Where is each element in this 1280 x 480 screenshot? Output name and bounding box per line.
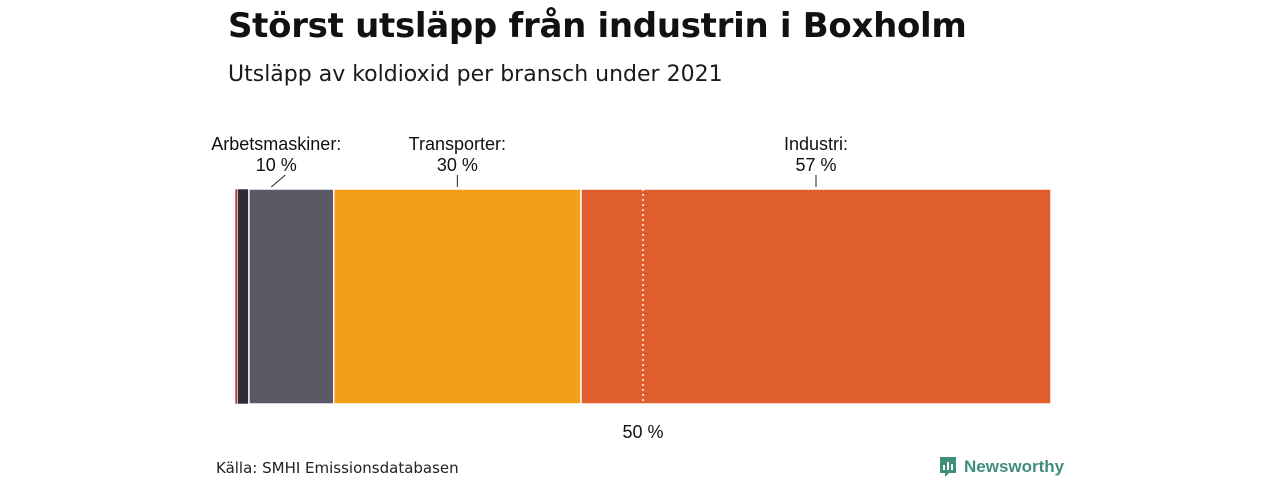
- chart-title: Störst utsläpp från industrin i Boxholm: [228, 6, 967, 46]
- segment-label-transporter: Transporter:: [409, 134, 506, 154]
- brand-logo: Newsworthy: [938, 455, 1064, 479]
- bar-segment-industri: [580, 188, 1052, 405]
- chart-subtitle: Utsläpp av koldioxid per bransch under 2…: [228, 62, 723, 87]
- bar-segment-övrigt-1: [234, 188, 238, 405]
- segment-value-industri: 57 %: [795, 155, 836, 175]
- bar-segment-transporter: [332, 188, 582, 405]
- segment-value-arbetsmaskiner: 10 %: [256, 155, 297, 175]
- newsworthy-logo-icon: [940, 457, 956, 477]
- brand-name: Newsworthy: [964, 457, 1065, 476]
- segment-label-industri: Industri:: [784, 134, 848, 154]
- bar-segment-övrigt-2: [237, 188, 250, 405]
- leader-line-arbetsmaskiner: [270, 174, 286, 188]
- reference-line-label: 50 %: [622, 422, 663, 442]
- segment-value-transporter: 30 %: [437, 155, 478, 175]
- bar-segment-arbetsmaskiner: [248, 188, 335, 405]
- segment-label-arbetsmaskiner: Arbetsmaskiner:: [211, 134, 341, 154]
- source-note: Källa: SMHI Emissionsdatabasen: [216, 459, 459, 477]
